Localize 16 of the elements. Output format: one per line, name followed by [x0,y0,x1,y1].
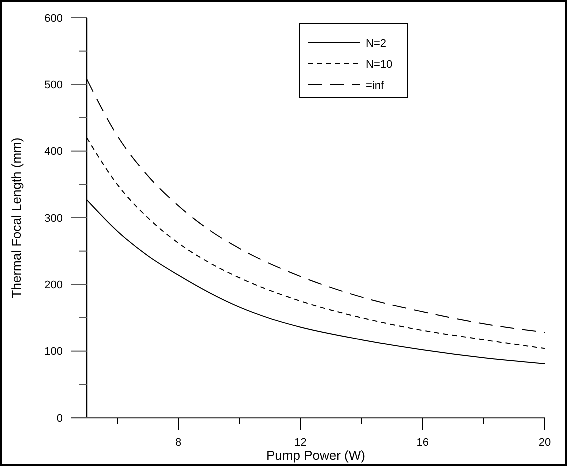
x-tick-label: 8 [176,437,182,449]
y-tick-label: 200 [44,280,63,292]
y-tick-label: 300 [44,212,63,225]
y-tick-label: 100 [44,346,63,358]
x-tick-label: 16 [416,437,429,449]
legend-label: =inf [366,80,385,92]
legend-label: N=10 [366,58,393,71]
x-tick-label: 12 [294,437,307,449]
legend-label: N=2 [366,38,386,50]
x-axis-title: Pump Power (W) [266,448,366,463]
y-tick-label: 0 [56,412,63,425]
y-axis-title: Thermal Focal Length (mm) [9,138,24,298]
y-tick-label: 500 [44,80,63,92]
y-tick-label: 600 [44,12,63,25]
y-tick-label: 400 [44,146,63,158]
x-tick-label: 20 [538,437,552,449]
